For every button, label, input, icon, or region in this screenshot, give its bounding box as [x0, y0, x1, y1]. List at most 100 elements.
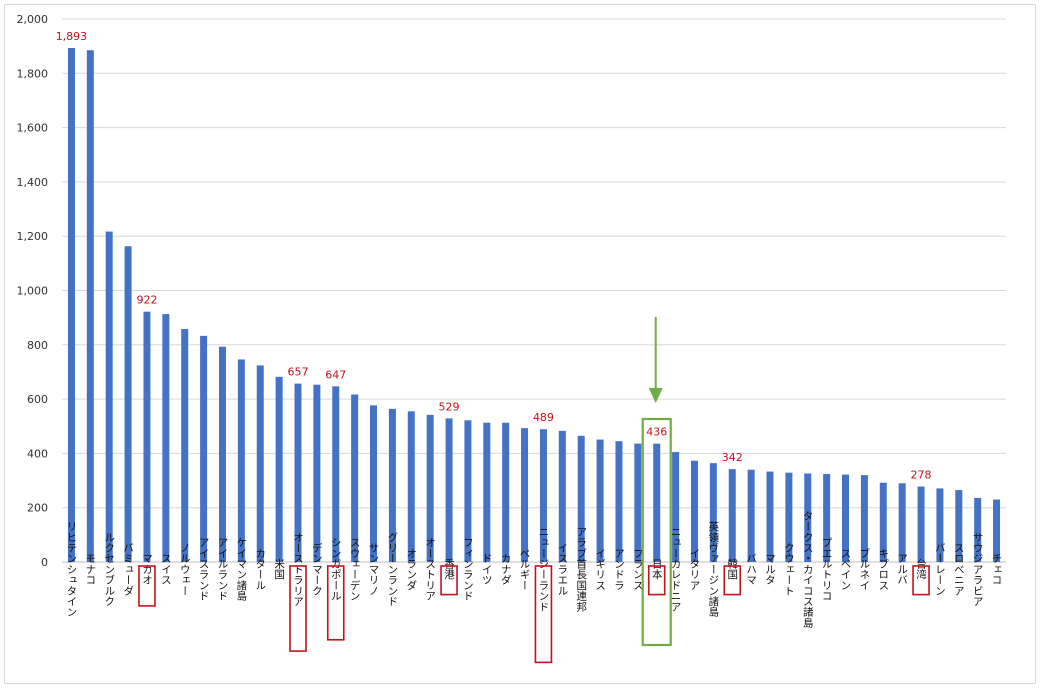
category-label: ルクセンブルク: [103, 532, 115, 607]
highlight-box: [647, 565, 666, 596]
bar: [162, 314, 170, 562]
bar: [370, 405, 378, 562]
bar: [615, 441, 623, 562]
category-label: サウジアラビア: [972, 532, 984, 607]
highlight-box: [912, 565, 930, 596]
bar: [67, 48, 75, 563]
japan-highlight-box: [641, 417, 672, 647]
data-label: 529: [439, 400, 460, 413]
bar: [558, 430, 566, 562]
y-tick-label: 400: [27, 447, 48, 460]
category-label: カナダ: [500, 553, 512, 585]
bar: [256, 365, 264, 562]
category-label: 香港: [443, 558, 455, 579]
bar: [332, 386, 340, 562]
bar: [426, 414, 434, 562]
bar: [407, 411, 415, 562]
y-tick-label: 1,800: [17, 67, 49, 80]
category-label: デンマーク: [311, 541, 323, 595]
category-label: アルバ: [896, 553, 908, 585]
bar: [766, 471, 774, 562]
category-label: オーストラリア: [292, 532, 304, 607]
bar: [294, 383, 302, 562]
bar: [955, 490, 963, 562]
highlight-box: [440, 565, 458, 596]
category-label: 台湾: [915, 558, 927, 581]
category-label: アンドラ: [613, 548, 625, 591]
data-label: 436: [646, 426, 667, 439]
category-label: イスラエル: [556, 542, 568, 596]
y-tick-label: 1,400: [17, 176, 49, 189]
bar: [728, 469, 736, 562]
data-label: 647: [325, 368, 346, 381]
category-label: スロベニア: [953, 542, 965, 596]
bar: [521, 428, 529, 562]
category-label: スイス: [160, 553, 172, 585]
bar: [709, 463, 717, 562]
category-label: アイルランド: [216, 537, 228, 601]
highlight-box: [534, 565, 553, 664]
category-label: キプロス: [877, 548, 889, 591]
data-label: 657: [288, 366, 309, 379]
category-label: アイスランド: [198, 537, 210, 601]
bar: [860, 475, 868, 562]
category-label: ニューカレドニア: [670, 526, 682, 612]
category-label: クウェート: [783, 542, 795, 596]
highlight-box: [138, 565, 156, 607]
category-label: ノルウェー: [179, 542, 191, 596]
y-tick-label: 1,000: [17, 285, 49, 298]
bar: [917, 486, 925, 562]
category-label: ドイツ: [481, 553, 493, 585]
bar: [275, 376, 283, 562]
category-label: グリーンランド: [386, 532, 398, 607]
bar: [200, 335, 208, 562]
data-label: 922: [136, 294, 157, 307]
category-label: フィンランド: [462, 537, 474, 601]
bar: [823, 474, 831, 562]
category-label: シンガポール: [330, 537, 342, 601]
bar: [653, 443, 661, 562]
bar: [464, 420, 472, 562]
y-tick-label: 600: [27, 393, 48, 406]
bar: [539, 429, 547, 562]
category-label: タークス・カイコス諸島: [802, 510, 814, 628]
bar: [86, 50, 94, 562]
category-label: 韓国: [726, 558, 738, 580]
bar: [634, 443, 642, 562]
bar: [842, 474, 850, 562]
bar: [596, 439, 604, 562]
data-label: 342: [722, 451, 743, 464]
category-label: マカオ: [141, 553, 153, 585]
bar: [105, 231, 113, 562]
highlight-box: [723, 565, 742, 596]
bar: [974, 497, 982, 562]
category-label: マルタ: [764, 553, 776, 585]
bar: [218, 346, 226, 562]
bar: [785, 472, 793, 562]
y-tick-label: 800: [27, 339, 48, 352]
bar: [898, 483, 906, 562]
category-label: オーストリア: [424, 537, 436, 601]
data-label: 489: [533, 411, 554, 424]
data-label: 278: [911, 469, 932, 482]
category-label: ニュージーランド: [537, 526, 549, 612]
category-label: スペイン: [840, 548, 852, 591]
category-label: イタリア: [688, 548, 700, 591]
y-tick-label: 200: [27, 502, 48, 515]
chart-frame: [4, 4, 1036, 684]
bar: [313, 384, 321, 562]
bar: [879, 482, 887, 562]
bar: [936, 488, 944, 562]
bar: [445, 418, 453, 562]
category-label: フランス: [632, 548, 644, 591]
bar: [124, 246, 132, 563]
bar: [388, 408, 396, 562]
category-label: 英領ヴァージン諸島: [707, 520, 719, 618]
category-label: リヒテンシュタイン: [65, 521, 77, 617]
category-label: バミューダ: [122, 542, 134, 596]
data-label: 1,893: [56, 30, 88, 43]
arrow-head-icon: [648, 388, 663, 403]
category-label: チェコ: [991, 553, 1003, 585]
category-label: プエルトリコ: [821, 537, 833, 601]
